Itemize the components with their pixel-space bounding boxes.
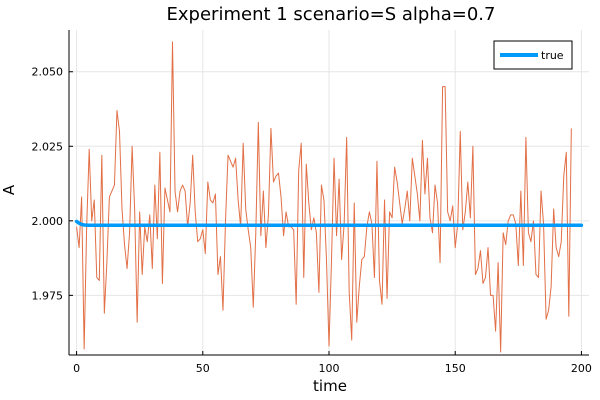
tick-labels: 0 50 100 150 200 1.975 2.000 2.025 2.050 — [32, 66, 592, 375]
y-tick-label: 2.025 — [32, 140, 64, 153]
plot-area — [74, 41, 584, 353]
legend-label-true: true — [541, 49, 564, 62]
chart-title: Experiment 1 scenario=S alpha=0.7 — [167, 4, 496, 25]
legend: true — [493, 40, 573, 70]
x-tick-label: 0 — [73, 362, 80, 375]
y-tick-label: 1.975 — [32, 289, 64, 302]
y-axis-label: A — [0, 184, 18, 195]
x-axis-label: time — [313, 377, 347, 395]
x-tick-label: 100 — [319, 362, 340, 375]
x-tick-label: 150 — [445, 362, 466, 375]
x-tick-label: 50 — [196, 362, 210, 375]
axes — [68, 30, 589, 356]
series-line-true — [74, 219, 584, 228]
x-tick-label: 200 — [571, 362, 592, 375]
series-line-noisy — [76, 41, 572, 353]
y-tick-label: 2.050 — [32, 66, 64, 79]
y-tick-label: 2.000 — [32, 215, 64, 228]
